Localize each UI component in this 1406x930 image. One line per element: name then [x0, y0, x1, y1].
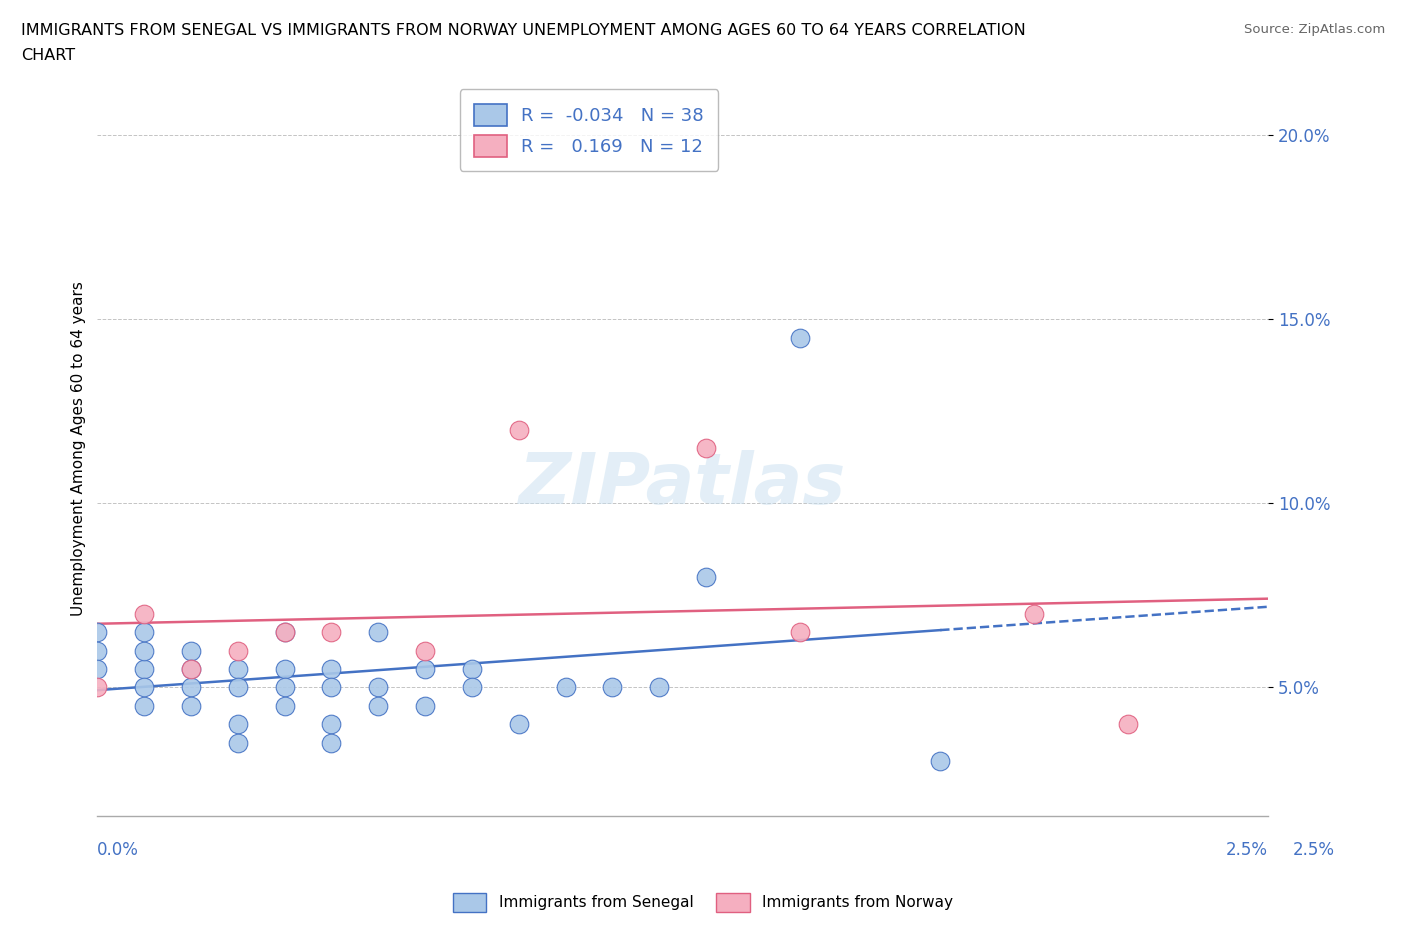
Point: [413, 644, 436, 658]
Point: [789, 625, 811, 640]
Point: [226, 717, 249, 732]
Point: [789, 330, 811, 345]
Legend: Immigrants from Senegal, Immigrants from Norway: Immigrants from Senegal, Immigrants from…: [447, 887, 959, 918]
Point: [273, 698, 295, 713]
Point: [321, 717, 343, 732]
Point: [508, 422, 530, 437]
Text: 0.0%: 0.0%: [97, 842, 139, 859]
Point: [321, 661, 343, 676]
Point: [321, 680, 343, 695]
Point: [367, 698, 389, 713]
Y-axis label: Unemployment Among Ages 60 to 64 years: Unemployment Among Ages 60 to 64 years: [72, 281, 86, 616]
Point: [86, 661, 108, 676]
Point: [226, 644, 249, 658]
Point: [1116, 717, 1139, 732]
Point: [134, 680, 156, 695]
Point: [695, 441, 717, 456]
Text: Source: ZipAtlas.com: Source: ZipAtlas.com: [1244, 23, 1385, 36]
Point: [695, 569, 717, 584]
Point: [226, 661, 249, 676]
Point: [134, 625, 156, 640]
Point: [554, 680, 576, 695]
Point: [413, 698, 436, 713]
Point: [86, 644, 108, 658]
Point: [602, 680, 624, 695]
Point: [226, 735, 249, 750]
Point: [367, 625, 389, 640]
Text: IMMIGRANTS FROM SENEGAL VS IMMIGRANTS FROM NORWAY UNEMPLOYMENT AMONG AGES 60 TO : IMMIGRANTS FROM SENEGAL VS IMMIGRANTS FR…: [21, 23, 1026, 38]
Point: [180, 661, 202, 676]
Point: [929, 753, 952, 768]
Legend: R =  -0.034   N = 38, R =   0.169   N = 12: R = -0.034 N = 38, R = 0.169 N = 12: [460, 89, 718, 171]
Point: [180, 644, 202, 658]
Point: [321, 735, 343, 750]
Point: [134, 606, 156, 621]
Point: [367, 680, 389, 695]
Point: [413, 661, 436, 676]
Point: [461, 661, 484, 676]
Point: [321, 625, 343, 640]
Point: [508, 717, 530, 732]
Point: [180, 661, 202, 676]
Point: [86, 625, 108, 640]
Point: [134, 698, 156, 713]
Point: [180, 680, 202, 695]
Text: ZIPatlas: ZIPatlas: [519, 450, 846, 520]
Point: [86, 680, 108, 695]
Point: [461, 680, 484, 695]
Point: [134, 661, 156, 676]
Point: [180, 698, 202, 713]
Point: [273, 661, 295, 676]
Text: CHART: CHART: [21, 48, 75, 63]
Point: [648, 680, 671, 695]
Point: [226, 680, 249, 695]
Text: 2.5%: 2.5%: [1292, 842, 1334, 859]
Point: [134, 644, 156, 658]
Point: [273, 680, 295, 695]
Point: [273, 625, 295, 640]
Point: [273, 625, 295, 640]
Point: [1022, 606, 1045, 621]
Text: 2.5%: 2.5%: [1226, 842, 1268, 859]
